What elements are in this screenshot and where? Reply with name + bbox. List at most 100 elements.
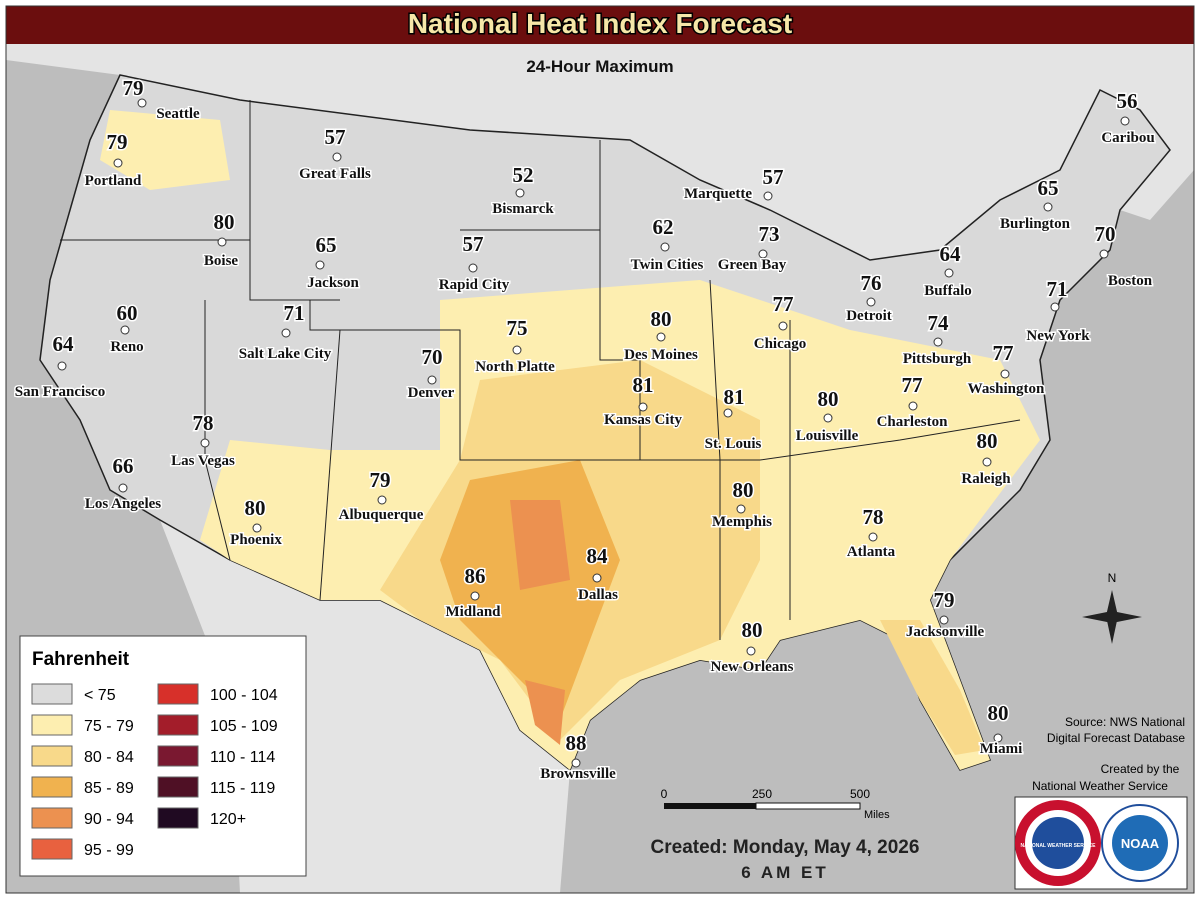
city-dot <box>868 532 878 542</box>
city: 80 Miami <box>978 700 1024 759</box>
city: 65 Burlington <box>998 175 1072 234</box>
city-value: 80 <box>245 496 266 520</box>
city-name: Twin Cities <box>631 257 704 273</box>
zone-90-s <box>525 680 565 745</box>
city: 71 Salt Lake City <box>237 300 333 364</box>
city: 81 Kansas City <box>603 372 684 430</box>
credit: National Weather Service <box>1032 779 1168 793</box>
city-dot <box>746 646 756 656</box>
city-dot <box>1000 369 1010 379</box>
city-value: 77 <box>773 292 794 316</box>
city: 64 Buffalo <box>923 241 974 301</box>
city-dot <box>315 260 325 270</box>
city-dot <box>137 98 147 108</box>
city: 57 Rapid City <box>437 231 511 295</box>
city-dot <box>571 758 581 768</box>
canada <box>6 44 1194 260</box>
city-name: Green Bay <box>718 257 787 273</box>
cities: 79 Seattle 79 Portland 80 Boise 57 Great Falls 6… <box>13 75 1156 784</box>
city-name: Great Falls <box>299 166 371 182</box>
city-value: 52 <box>513 163 534 187</box>
city-value: 78 <box>193 411 214 435</box>
legend-swatch <box>157 807 199 829</box>
city: 64 San Francisco <box>13 331 106 402</box>
city: 70 Denver <box>406 344 456 403</box>
city-name: Caribou <box>1101 130 1154 146</box>
city-value: 80 <box>733 478 754 502</box>
city-name: Los Angeles <box>85 496 161 512</box>
city: 52 Bismarck <box>491 162 556 219</box>
city-dot <box>120 325 130 335</box>
city-name: Atlanta <box>847 544 896 560</box>
legend-swatch <box>157 683 199 705</box>
city: 73 Green Bay <box>716 221 788 275</box>
legend-swatch <box>31 807 73 829</box>
city: 60 Reno <box>109 300 145 357</box>
city-value: 80 <box>651 307 672 331</box>
legend-title: Fahrenheit <box>32 649 130 670</box>
city-name: Pittsburgh <box>903 351 972 367</box>
city-dot <box>515 188 525 198</box>
city-dot <box>200 438 210 448</box>
city-dot <box>944 268 954 278</box>
state-line <box>709 279 721 640</box>
border <box>5 5 1195 894</box>
city-value: 70 <box>1095 222 1116 246</box>
city-name: Burlington <box>1000 216 1071 232</box>
city-dot <box>823 413 833 423</box>
city-dot <box>656 332 666 342</box>
city-name: New York <box>1026 328 1090 344</box>
city: 74 Pittsburgh <box>901 310 973 369</box>
city-value: 57 <box>763 165 784 189</box>
city-value: 78 <box>863 505 884 529</box>
city-name: Buffalo <box>924 283 972 299</box>
legend-label: 90 - 94 <box>84 811 134 828</box>
noaa-logo-inner <box>1112 815 1168 871</box>
city: 77 Charleston <box>875 372 949 432</box>
source: Digital Forecast Database <box>1047 731 1185 745</box>
city-dot <box>778 321 788 331</box>
city-dot <box>427 375 437 385</box>
city: 80 Louisville <box>794 386 860 446</box>
city-dot <box>470 591 480 601</box>
legend-label: 85 - 89 <box>84 780 134 797</box>
city-name: Miami <box>980 741 1023 757</box>
city: 77 Washington <box>966 340 1046 399</box>
legend-swatch <box>31 745 73 767</box>
city-name: North Platte <box>475 359 555 375</box>
city-name: San Francisco <box>15 384 105 400</box>
city-name: Des Moines <box>624 347 698 363</box>
legend-swatch <box>157 714 199 736</box>
city: 86 Midland <box>444 563 503 622</box>
city-name: Midland <box>445 604 501 620</box>
city: 57 Marquette <box>682 164 785 204</box>
city-dot <box>758 249 768 259</box>
city-name: Brownsville <box>540 766 616 782</box>
subtitle: 24-Hour Maximum <box>526 57 673 76</box>
city-dot <box>281 328 291 338</box>
city-value: 77 <box>993 341 1014 365</box>
city-name: St. Louis <box>705 436 762 452</box>
scale-label: 0 <box>661 787 668 801</box>
legend-swatch <box>31 776 73 798</box>
scale-bar: 0 250 500 Miles <box>661 787 891 821</box>
noaa-text: NOAA <box>1121 836 1160 851</box>
city: 79 Albuquerque <box>337 467 425 525</box>
legend-swatch <box>31 838 73 860</box>
city-name: Seattle <box>156 106 200 122</box>
credit: Created by the <box>1101 762 1180 776</box>
scale-seg <box>755 802 861 810</box>
legend-swatch <box>157 776 199 798</box>
city-value: 80 <box>818 387 839 411</box>
city-name: Louisville <box>796 428 859 444</box>
legend-label: 80 - 84 <box>84 749 134 766</box>
city: 80 Des Moines <box>623 306 700 365</box>
city: 88 Brownsville <box>539 730 618 784</box>
city-name: Las Vegas <box>171 453 235 469</box>
city-value: 75 <box>507 316 528 340</box>
city-value: 80 <box>742 618 763 642</box>
city-value: 76 <box>861 271 882 295</box>
city-name: Kansas City <box>604 412 682 428</box>
